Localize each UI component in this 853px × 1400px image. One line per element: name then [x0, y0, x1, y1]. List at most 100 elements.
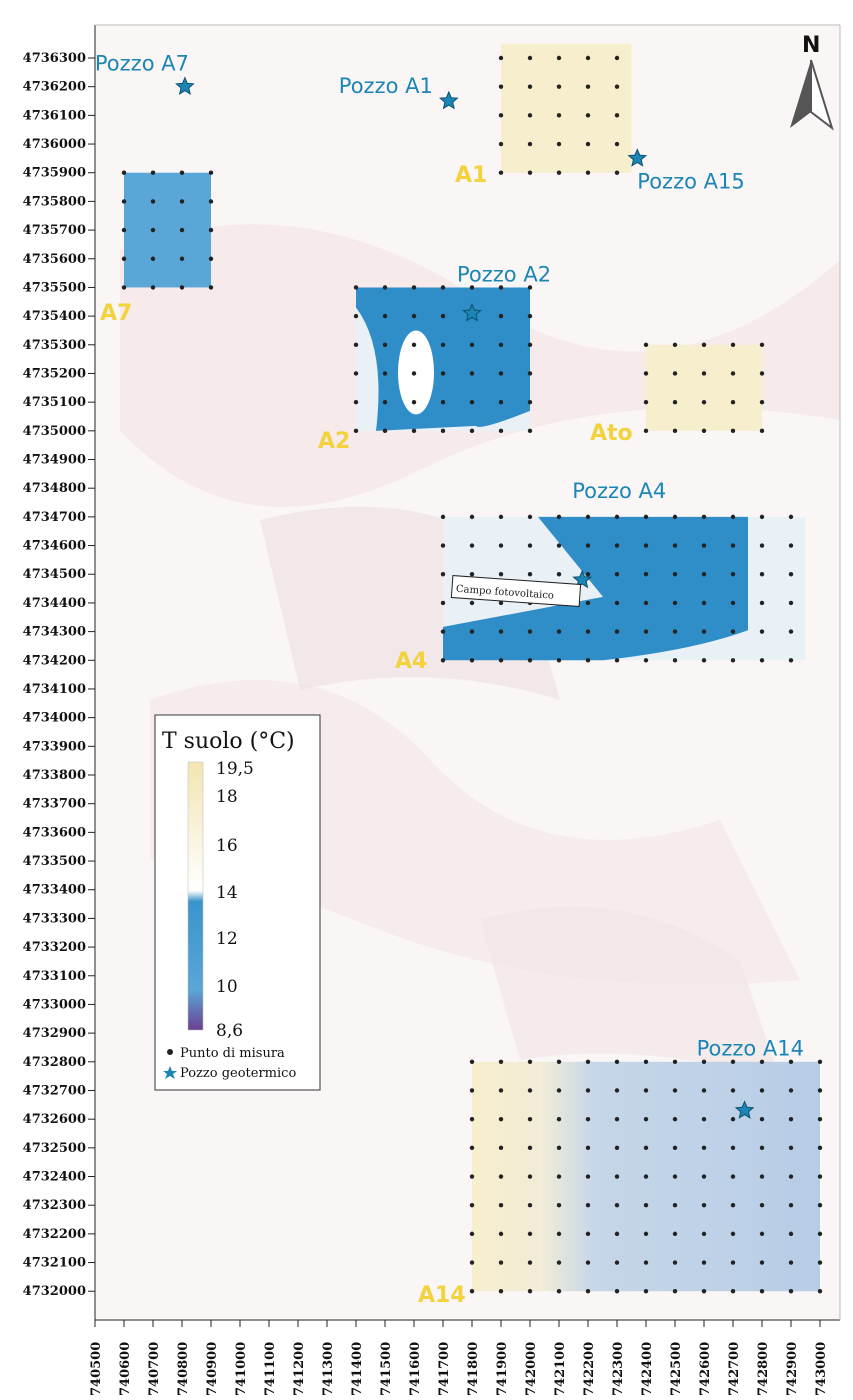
measure-point: [788, 1116, 794, 1122]
well-label: Pozzo A2: [457, 262, 551, 286]
x-tick-label: 742500: [669, 1342, 684, 1396]
measure-point: [585, 1231, 591, 1237]
measure-point: [585, 543, 591, 548]
area-label: A14: [418, 1283, 466, 1308]
measure-point: [759, 1260, 765, 1265]
measure-point: [701, 371, 707, 376]
measure-point: [411, 285, 417, 290]
legend: T suolo (°C) 19,5 18 16 14 12 10 8,6 Punto di …: [154, 714, 321, 1091]
measure-point: [614, 1260, 620, 1265]
measure-point: [701, 572, 707, 577]
measure-point: [672, 514, 678, 520]
measure-point: [498, 572, 504, 577]
measure-point: [150, 227, 156, 233]
measure-point: [672, 371, 678, 376]
measure-point: [121, 170, 127, 175]
measure-point: [643, 543, 649, 548]
measure-point: [614, 543, 620, 548]
measure-point: [440, 600, 446, 606]
measure-point: [527, 1231, 533, 1237]
measure-point: [701, 399, 707, 405]
measure-point: [556, 1289, 562, 1294]
measure-point: [672, 428, 678, 434]
legend-item-measure-point: Punto di misura: [180, 1046, 285, 1061]
well-star-icon: [627, 148, 648, 167]
x-tick-label: 741100: [263, 1342, 278, 1396]
y-tick-label: 4735500: [23, 280, 86, 295]
measure-point: [730, 428, 736, 434]
measure-point: [643, 600, 649, 606]
measure-point: [614, 629, 620, 634]
measure-point: [121, 199, 127, 204]
measure-point: [353, 399, 359, 405]
measure-point: [817, 1116, 823, 1122]
measure-point: [440, 514, 446, 520]
measure-point: [498, 600, 504, 606]
measure-point: [382, 285, 388, 290]
measure-point: [643, 1174, 649, 1179]
measure-point: [788, 1145, 794, 1151]
measure-point: [730, 629, 736, 634]
measure-point: [672, 1260, 678, 1265]
y-tick-label: 4735000: [23, 424, 86, 439]
measure-point: [730, 600, 736, 606]
measure-point: [556, 141, 562, 147]
measure-point: [498, 1145, 504, 1151]
measure-point: [469, 629, 475, 634]
measure-point: [701, 1116, 707, 1122]
x-tick-label: 741400: [350, 1342, 365, 1396]
measure-point: [469, 1203, 475, 1208]
measure-point: [817, 1174, 823, 1179]
measure-point: [730, 514, 736, 520]
measure-point: [730, 543, 736, 548]
measure-point: [498, 1059, 504, 1065]
x-tick-label: 741200: [292, 1342, 307, 1396]
measure-point: [527, 1289, 533, 1294]
measure-point: [469, 572, 475, 577]
measure-point: [788, 1231, 794, 1237]
measure-point: [788, 1059, 794, 1065]
measure-point: [469, 1059, 475, 1065]
measure-point: [701, 1203, 707, 1208]
measure-point: [759, 342, 765, 347]
survey-areas: A1 A7 A2 Ato A4 A14: [100, 43, 823, 1308]
measure-point: [179, 285, 185, 290]
measure-point: [701, 1145, 707, 1151]
x-tick-label: 742300: [611, 1342, 626, 1396]
measure-point: [643, 1088, 649, 1093]
measure-point: [643, 1231, 649, 1237]
measure-point: [440, 342, 446, 347]
measure-point: [121, 256, 127, 261]
measure-point: [643, 1203, 649, 1208]
area-label: A7: [100, 301, 132, 326]
measure-point: [556, 658, 562, 663]
measure-point: [179, 199, 185, 204]
measure-point: [788, 1260, 794, 1265]
measure-point: [759, 1203, 765, 1208]
measure-point: [759, 1116, 765, 1122]
measure-point: [730, 1059, 736, 1065]
photovoltaic-field: Campo fotovoltaico: [450, 575, 582, 607]
measure-point: [353, 313, 359, 319]
legend-star-icon: [163, 1066, 177, 1079]
measure-point: [701, 1289, 707, 1294]
y-tick-label: 4735900: [23, 166, 86, 181]
measure-point: [469, 428, 475, 434]
measure-point: [730, 1116, 736, 1122]
measure-point: [817, 1203, 823, 1208]
measure-point: [672, 1088, 678, 1093]
measure-point: [498, 141, 504, 147]
measure-point: [614, 113, 620, 118]
measure-point: [788, 1088, 794, 1093]
measure-point: [585, 514, 591, 520]
measure-point: [469, 543, 475, 548]
well-label: Pozzo A1: [339, 74, 433, 98]
measure-point: [411, 313, 417, 319]
measure-point: [498, 514, 504, 520]
y-tick-label: 4732600: [23, 1112, 86, 1127]
measure-point: [585, 1203, 591, 1208]
survey-area: [353, 285, 533, 434]
area-label: A1: [455, 163, 487, 188]
well-star-icon: [438, 90, 459, 110]
measure-point: [701, 543, 707, 548]
